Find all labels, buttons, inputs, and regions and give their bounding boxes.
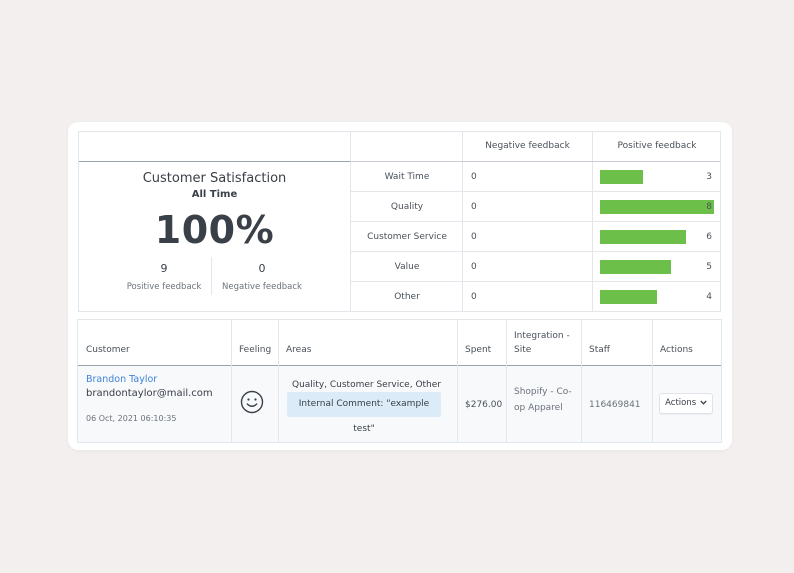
negative-count: 0: [258, 262, 266, 275]
positive-bar: [600, 230, 686, 244]
positive-bar-track: [600, 290, 714, 304]
positive-bar-track: [600, 230, 714, 244]
area-label-quality: Quality: [390, 202, 424, 212]
column-header-integration[interactable]: Integration - Site: [514, 330, 570, 357]
negative-count-label: Negative feedback: [222, 282, 302, 292]
positive-bar-track: [600, 260, 714, 274]
header-divider: [79, 161, 350, 162]
column-divider: [581, 320, 582, 442]
column-header-staff[interactable]: Staff: [589, 345, 610, 355]
chevron-down-icon: [700, 400, 707, 405]
area-label-value: Value: [394, 262, 420, 272]
area-label-wait-time: Wait Time: [384, 172, 430, 182]
actions-dropdown-button[interactable]: Actions: [659, 393, 713, 414]
row-divider: [350, 251, 720, 252]
column-divider: [278, 320, 279, 442]
satisfaction-title: Customer Satisfaction: [142, 171, 287, 186]
stat-divider: [211, 257, 212, 295]
column-divider: [506, 320, 507, 442]
positive-count: 9: [160, 262, 168, 275]
column-header-spent[interactable]: Spent: [465, 345, 492, 355]
feedback-date: 06 Oct, 2021 06:10:35: [86, 414, 177, 423]
column-header-customer[interactable]: Customer: [86, 345, 130, 355]
area-label-other: Other: [394, 292, 420, 302]
column-divider: [457, 320, 458, 442]
positive-value: 5: [706, 262, 712, 272]
positive-bar: [600, 170, 643, 184]
positive-bar-track: [600, 200, 714, 214]
row-divider: [350, 281, 720, 282]
table-header-row: Customer Feeling Areas Spent Integration…: [78, 320, 721, 367]
actions-label: Actions: [665, 398, 697, 408]
positive-value: 4: [706, 292, 712, 302]
column-header-actions: Actions: [660, 345, 693, 355]
internal-comment: Internal Comment: "example test": [287, 392, 441, 434]
satisfaction-summary-table: Negative feedback Positive feedback Cust…: [78, 131, 721, 312]
customer-name-link[interactable]: Brandon Taylor: [86, 374, 158, 385]
positive-value: 3: [706, 172, 712, 182]
area-label-customer-service: Customer Service: [367, 232, 447, 242]
positive-bar: [600, 260, 672, 274]
positive-bar: [600, 290, 657, 304]
negative-value: 0: [471, 262, 477, 272]
satisfaction-period: All Time: [191, 189, 238, 200]
column-divider: [231, 320, 232, 442]
negative-value: 0: [471, 232, 477, 242]
column-header-integration-line2: Site: [514, 345, 532, 355]
positive-value: 8: [706, 202, 712, 212]
satisfaction-percentage: 100%: [154, 208, 275, 252]
header-divider: [350, 161, 720, 162]
staff-id: 116469841: [589, 400, 641, 410]
feedback-areas: Quality, Customer Service, Other: [292, 380, 441, 390]
customer-feedback-table: Customer Feeling Areas Spent Integration…: [77, 319, 722, 443]
positive-value: 6: [706, 232, 712, 242]
column-divider: [652, 320, 653, 442]
integration-site-line2: op Apparel: [514, 403, 563, 413]
customer-email: brandontaylor@mail.com: [86, 388, 213, 399]
smiley-face-icon: [240, 390, 264, 414]
negative-value: 0: [471, 202, 477, 212]
integration-site-line1: Shopify - Co-: [514, 387, 572, 397]
column-header-areas[interactable]: Areas: [286, 345, 312, 355]
row-divider: [350, 221, 720, 222]
spent-amount: $276.00: [465, 400, 503, 410]
row-divider: [350, 191, 720, 192]
integration-site: Shopify - Co- op Apparel: [514, 385, 572, 415]
positive-count-label: Positive feedback: [126, 282, 202, 292]
positive-bar: [600, 200, 714, 214]
positive-feedback-header: Positive feedback: [617, 141, 697, 151]
column-header-integration-line1: Integration -: [514, 331, 570, 341]
negative-feedback-header: Negative feedback: [485, 141, 570, 151]
negative-value: 0: [471, 172, 477, 182]
column-header-feeling[interactable]: Feeling: [239, 345, 272, 355]
negative-value: 0: [471, 292, 477, 302]
positive-bar-track: [600, 170, 714, 184]
feedback-card: Negative feedback Positive feedback Cust…: [68, 122, 732, 450]
